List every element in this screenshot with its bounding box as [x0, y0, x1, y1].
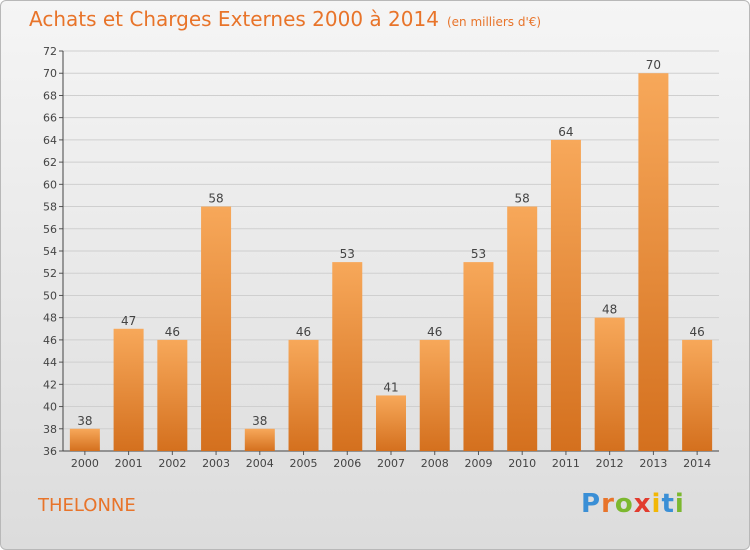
- y-tick-label: 48: [43, 312, 57, 325]
- data-label: 38: [77, 414, 92, 428]
- data-label: 70: [646, 58, 661, 72]
- data-label: 38: [252, 414, 267, 428]
- logo-letter: i: [651, 489, 662, 519]
- proxiti-logo[interactable]: Proxiti: [581, 489, 685, 519]
- y-tick-label: 66: [43, 112, 57, 125]
- data-label: 46: [689, 325, 704, 339]
- y-tick-label: 68: [43, 89, 57, 102]
- bar: [550, 139, 581, 451]
- y-tick-label: 56: [43, 223, 57, 236]
- y-tick-label: 58: [43, 201, 57, 214]
- bar: [201, 206, 232, 451]
- y-tick-label: 40: [43, 401, 57, 414]
- bar: [682, 339, 713, 451]
- data-label: 48: [602, 303, 617, 317]
- bar: [332, 262, 363, 451]
- bar: [157, 339, 188, 451]
- bar: [419, 339, 450, 451]
- y-tick-label: 38: [43, 423, 57, 436]
- data-label: 46: [427, 325, 442, 339]
- bar: [594, 317, 625, 451]
- logo-letter: t: [661, 489, 675, 519]
- bar: [638, 73, 669, 451]
- y-tick-label: 62: [43, 156, 57, 169]
- y-tick-label: 52: [43, 267, 57, 280]
- y-tick-label: 60: [43, 178, 57, 191]
- y-tick-label: 44: [43, 356, 57, 369]
- logo-letter: x: [633, 489, 652, 519]
- chart-title-text: Achats et Charges Externes 2000 à 2014: [29, 7, 439, 31]
- x-tick-label: 2003: [202, 457, 230, 470]
- x-tick-label: 2002: [158, 457, 186, 470]
- logo-letter: P: [581, 489, 602, 519]
- x-tick-label: 2014: [683, 457, 711, 470]
- logo-letter: r: [601, 489, 615, 519]
- y-tick-label: 54: [43, 245, 57, 258]
- x-tick-label: 2001: [115, 457, 143, 470]
- x-tick-label: 2006: [333, 457, 361, 470]
- data-label: 58: [515, 192, 530, 206]
- bar: [507, 206, 538, 451]
- x-tick-label: 2004: [246, 457, 274, 470]
- x-tick-label: 2008: [421, 457, 449, 470]
- data-label: 58: [208, 192, 223, 206]
- x-tick-label: 2009: [464, 457, 492, 470]
- data-label: 53: [471, 247, 486, 261]
- x-tick-label: 2000: [71, 457, 99, 470]
- y-tick-label: 36: [43, 445, 57, 458]
- bar: [69, 428, 100, 451]
- commune-name: THELONNE: [38, 495, 136, 516]
- logo-letter: o: [614, 489, 634, 519]
- data-label: 46: [296, 325, 311, 339]
- y-tick-label: 64: [43, 134, 57, 147]
- data-label: 47: [121, 314, 136, 328]
- y-tick-label: 50: [43, 289, 57, 302]
- x-tick-label: 2005: [290, 457, 318, 470]
- y-tick-label: 72: [43, 45, 57, 58]
- x-tick-label: 2007: [377, 457, 405, 470]
- y-tick-label: 46: [43, 334, 57, 347]
- x-tick-label: 2011: [552, 457, 580, 470]
- data-label: 46: [165, 325, 180, 339]
- bar: [288, 339, 319, 451]
- y-tick-label: 70: [43, 67, 57, 80]
- data-label: 41: [383, 380, 398, 394]
- x-tick-label: 2012: [596, 457, 624, 470]
- y-tick-label: 42: [43, 378, 57, 391]
- bar: [376, 395, 406, 451]
- logo-letter: i: [674, 489, 685, 519]
- x-tick-label: 2010: [508, 457, 536, 470]
- bar: [113, 328, 144, 451]
- bar: [244, 428, 275, 451]
- bar: [463, 262, 494, 451]
- data-label: 64: [558, 125, 573, 139]
- chart-subtitle: (en milliers d'€): [446, 15, 542, 29]
- x-tick-label: 2013: [639, 457, 667, 470]
- chart-title: Achats et Charges Externes 2000 à 2014 (e…: [29, 7, 541, 31]
- data-label: 53: [340, 247, 355, 261]
